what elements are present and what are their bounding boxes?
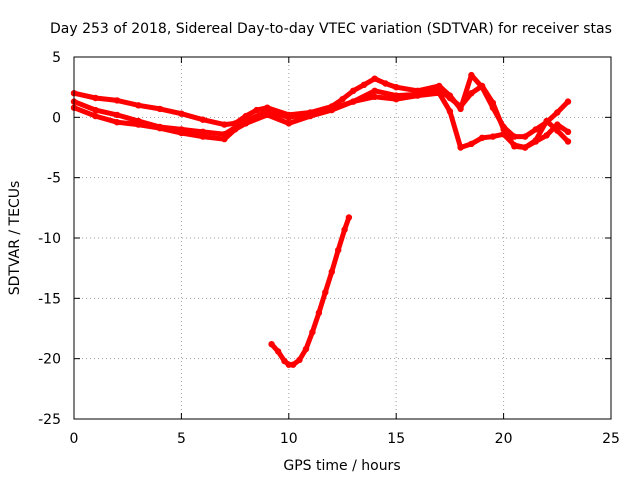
data-point-track-d: [268, 341, 275, 348]
data-point-track-c: [135, 121, 142, 128]
data-point-track-c: [500, 131, 507, 138]
series-layer: [70, 71, 572, 368]
data-point-track-a: [521, 133, 529, 140]
data-point-track-c: [264, 111, 271, 119]
data-point-track-b: [446, 94, 454, 102]
data-point-track-a: [178, 110, 185, 117]
data-point-track-a: [92, 94, 99, 102]
data-point-track-a: [113, 97, 121, 104]
data-point-track-c: [199, 133, 207, 140]
data-point-track-d: [289, 361, 297, 368]
data-point-track-c: [436, 90, 443, 97]
data-point-track-c: [92, 112, 99, 120]
data-point-track-a: [135, 102, 142, 109]
data-point-track-b: [489, 99, 497, 107]
data-point-track-a: [564, 98, 572, 105]
data-point-track-c: [446, 108, 454, 115]
data-point-track-b: [199, 128, 207, 135]
data-point-track-d: [274, 348, 282, 355]
data-point-track-c: [328, 106, 335, 114]
x-tick-label: 5: [177, 431, 186, 447]
data-point-track-c: [113, 119, 121, 126]
data-point-track-c: [478, 134, 486, 141]
data-point-track-a: [339, 96, 346, 103]
data-point-track-d: [302, 345, 310, 353]
x-tick-label: 10: [280, 431, 298, 447]
data-point-track-c: [156, 125, 164, 132]
y-tick-label: 0: [52, 110, 61, 126]
y-tick-label: -10: [38, 231, 61, 247]
data-point-track-c: [393, 96, 400, 103]
data-point-track-c: [511, 141, 518, 149]
y-tick-label: -5: [47, 171, 61, 187]
data-point-track-c: [242, 120, 249, 127]
y-tick-label: -15: [38, 291, 61, 307]
data-point-track-b: [500, 126, 507, 133]
data-point-track-a: [382, 80, 389, 87]
data-point-track-b: [371, 87, 378, 95]
data-point-track-c: [521, 144, 529, 151]
data-point-track-c: [350, 98, 357, 105]
data-point-track-d: [345, 214, 353, 221]
data-point-track-d: [315, 309, 323, 316]
y-axis-label: SDTVAR / TECUs: [7, 181, 23, 296]
data-point-track-c: [371, 93, 378, 101]
data-point-track-c: [457, 144, 464, 151]
data-point-track-c: [307, 112, 314, 120]
data-point-track-b: [543, 117, 550, 125]
data-point-track-c: [554, 121, 561, 128]
data-point-track-c: [532, 138, 539, 145]
data-point-track-d: [309, 328, 316, 336]
data-point-track-a: [393, 84, 400, 91]
x-tick-label: 20: [495, 431, 513, 447]
data-point-track-a: [199, 116, 207, 123]
x-tick-label: 15: [387, 431, 405, 447]
y-tick-label: 5: [52, 50, 61, 66]
data-point-track-d: [335, 246, 342, 254]
x-axis-label: GPS time / hours: [283, 458, 400, 474]
tick-labels: 0 5 10 15 20 25 -25 -20 -15 -10 -5 0 5: [38, 50, 620, 447]
data-point-track-b: [468, 90, 475, 97]
data-point-track-a: [221, 121, 228, 128]
y-tick-label: -20: [38, 352, 61, 368]
data-point-track-a: [253, 106, 260, 114]
data-point-track-c: [564, 128, 572, 135]
data-point-track-b: [92, 106, 99, 114]
data-point-track-a: [350, 87, 357, 95]
data-point-track-d: [296, 356, 303, 364]
data-point-track-d: [281, 357, 288, 365]
data-point-track-a: [371, 75, 378, 82]
data-point-track-a: [532, 126, 539, 133]
x-tick-label: 0: [70, 431, 79, 447]
data-point-track-c: [489, 133, 497, 140]
data-point-track-b: [113, 111, 121, 119]
x-tick-label: 25: [602, 431, 620, 447]
data-point-track-c: [285, 120, 292, 127]
chart-title: Day 253 of 2018, Sidereal Day-to-day VTE…: [50, 21, 612, 37]
data-point-track-a: [468, 71, 475, 79]
data-point-track-d: [322, 289, 329, 296]
data-point-track-b: [457, 103, 464, 110]
data-point-track-a: [156, 105, 164, 113]
data-point-track-a: [511, 133, 518, 140]
data-point-track-a: [360, 81, 368, 89]
y-tick-label: -25: [38, 412, 61, 428]
data-point-track-b: [564, 138, 572, 145]
data-point-track-a: [554, 109, 561, 116]
data-point-track-c: [178, 129, 185, 137]
data-point-track-b: [478, 82, 486, 90]
data-point-track-c: [231, 126, 239, 133]
data-point-track-b: [285, 114, 292, 121]
ticks: [73, 56, 612, 420]
data-point-track-c: [543, 132, 550, 139]
data-point-track-c: [414, 92, 421, 99]
data-point-track-c: [221, 135, 228, 143]
data-point-track-d: [341, 226, 348, 233]
data-point-track-d: [328, 268, 335, 275]
data-point-track-c: [468, 140, 475, 148]
